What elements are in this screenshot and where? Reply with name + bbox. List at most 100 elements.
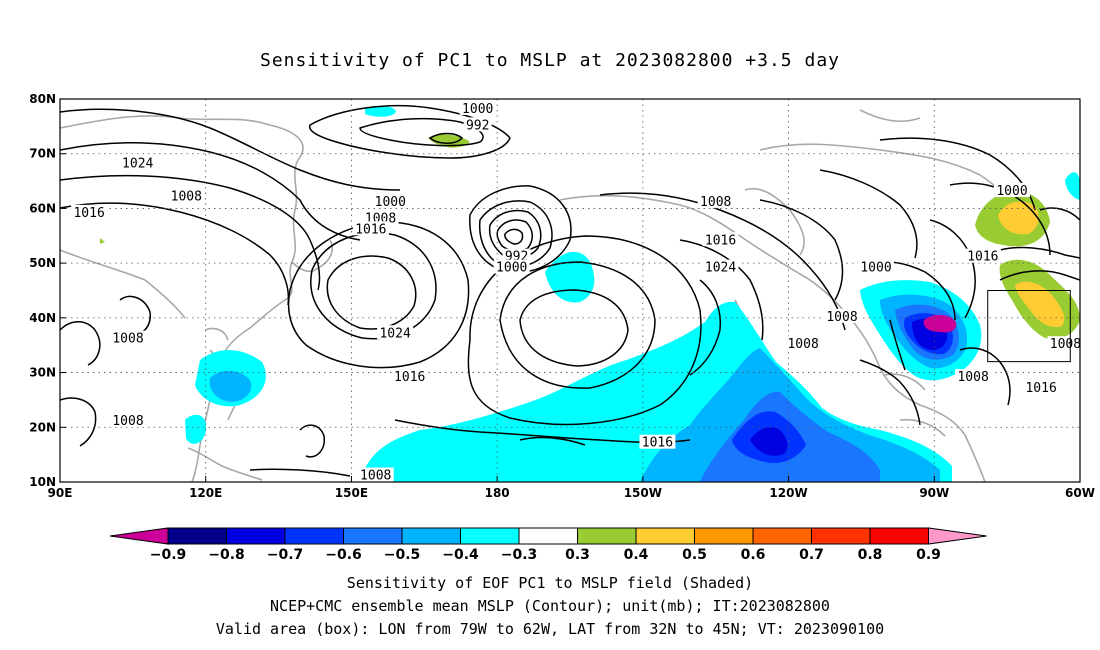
colorbar-level-label: 0.9 — [916, 547, 941, 563]
contour-label-bg — [357, 467, 394, 482]
lon-tick-label: 120W — [769, 486, 807, 500]
contour-label: 1008 — [112, 414, 143, 429]
colorbar-swatch — [577, 527, 637, 545]
contour-label: 1000 — [375, 195, 406, 210]
colorbar-level-label: 0.7 — [799, 547, 824, 563]
lat-tick-label: 30N — [29, 366, 56, 380]
contour-label: 1000 — [462, 102, 493, 117]
contour-label-bg — [1081, 210, 1100, 224]
colorbar-level-label: 0.6 — [741, 547, 766, 563]
contour-label-bg — [955, 369, 992, 384]
contour-label: 1000 — [1084, 211, 1100, 226]
colorbar-level-label: 0.4 — [624, 547, 649, 563]
contour-label-bg — [639, 434, 676, 449]
caption-contours: NCEP+CMC ensemble mean MSLP (Contour); u… — [270, 597, 830, 615]
colorbar-swatch — [284, 527, 344, 545]
contour-label-bg — [502, 248, 531, 263]
lon-tick-label: 120E — [189, 486, 222, 500]
lon-tick-label: 60W — [1065, 486, 1095, 500]
colorbar-level-label: −0.4 — [442, 547, 479, 563]
colorbar-level-label: 0.3 — [565, 547, 590, 563]
contour-label: 992 — [466, 118, 489, 133]
contour-label: 1000 — [860, 261, 891, 276]
contour-label: 1008 — [112, 332, 143, 347]
contour-label: 1008 — [957, 370, 988, 385]
colorbar-swatch — [811, 527, 871, 545]
contour-label: 1000 — [496, 261, 527, 276]
contour-label-bg — [463, 117, 492, 132]
contour-label-bg — [459, 100, 496, 115]
colorbar-level-label: −0.3 — [501, 547, 538, 563]
lon-tick-label: 180 — [485, 486, 510, 500]
contour-label-bg — [858, 259, 894, 274]
contour-label: 1016 — [355, 222, 386, 237]
lat-tick-label: 60N — [29, 201, 56, 215]
contour-labels: 1000992102410081016100010081016100810169… — [71, 100, 1100, 484]
colorbar-swatch — [167, 527, 227, 545]
contour-label: 1016 — [642, 436, 673, 451]
contour-label-bg — [1047, 336, 1080, 351]
contour-label-bg — [1023, 379, 1060, 394]
map-frame — [59, 98, 1081, 483]
colorbar-swatch — [460, 527, 520, 545]
valid-area-box — [987, 290, 1071, 363]
contour-label: 1016 — [73, 206, 104, 221]
sensitivity-shading — [100, 105, 1080, 482]
colorbar: −0.9 −0.8 −0.7 −0.6 −0.5 −0.4 −0.3 0.3 0.4 0.5 0.6… — [109, 527, 987, 563]
lat-tick-label: 50N — [29, 256, 56, 270]
contour-label: 1016 — [1025, 381, 1056, 396]
contour-label: 1000 — [996, 184, 1027, 199]
contour-label-bg — [697, 193, 734, 208]
colorbar-swatch — [343, 527, 403, 545]
contour-label-bg — [352, 221, 389, 236]
contour-label: 1016 — [394, 370, 425, 385]
contour-label-bg — [994, 183, 1030, 198]
contour-label-bg — [824, 308, 860, 323]
contour-label-bg — [702, 259, 739, 274]
colorbar-swatch — [635, 527, 695, 545]
contour-label-bg — [785, 336, 822, 351]
contour-label-bg — [119, 155, 156, 170]
lon-tick-label: 90E — [48, 486, 73, 500]
contour-label-bg — [702, 232, 739, 247]
caption-valid-area: Valid area (box): LON from 79W to 62W, L… — [215, 620, 885, 638]
contour-label-bg — [493, 259, 530, 274]
plot-title: Sensitivity of PC1 to MSLP at 2023082800… — [259, 50, 840, 71]
map-area: 1000992102410081016100010081016100810169… — [60, 99, 1100, 484]
axis-labels: 90E 120E 150E 180 150W 120W 90W 60W 80N 70N 60N 50N… — [29, 92, 1095, 500]
contour-label: 1008 — [787, 337, 818, 352]
colorbar-swatch — [752, 527, 812, 545]
colorbar-low-end — [109, 527, 169, 545]
contour-label: 1008 — [360, 469, 391, 484]
contour-label: 1016 — [705, 233, 736, 248]
contour-label: 1008 — [1050, 337, 1081, 352]
contour-label: 1024 — [122, 157, 153, 172]
colorbar-swatch — [869, 527, 929, 545]
lat-tick-label: 40N — [29, 311, 56, 325]
colorbar-level-label: 0.8 — [858, 547, 883, 563]
contour-label: 1016 — [967, 250, 998, 265]
lat-tick-label: 70N — [29, 147, 56, 161]
colorbar-level-label: −0.8 — [208, 547, 245, 563]
colorbar-swatch — [401, 527, 461, 545]
contour-label-bg — [964, 248, 1001, 263]
contour-label-bg — [362, 210, 399, 225]
lon-tick-label: 90W — [919, 486, 949, 500]
contour-label: 1008 — [826, 310, 857, 325]
contour-label-bg — [377, 325, 414, 340]
colorbar-swatch — [226, 527, 286, 545]
mslp-contours — [60, 104, 1080, 477]
colorbar-level-label: 0.5 — [682, 547, 707, 563]
contour-label: 1008 — [171, 189, 202, 204]
colorbar-level-label: −0.6 — [325, 547, 362, 563]
contour-label-bg — [110, 412, 146, 427]
colorbar-swatch — [518, 527, 578, 545]
contour-label-bg — [391, 369, 428, 384]
colorbar-level-label: −0.5 — [384, 547, 421, 563]
contour-label: 1024 — [379, 326, 410, 341]
lon-tick-label: 150E — [335, 486, 368, 500]
lat-tick-label: 80N — [29, 92, 56, 106]
lon-tick-label: 150W — [624, 486, 662, 500]
contour-label-bg — [372, 193, 409, 208]
